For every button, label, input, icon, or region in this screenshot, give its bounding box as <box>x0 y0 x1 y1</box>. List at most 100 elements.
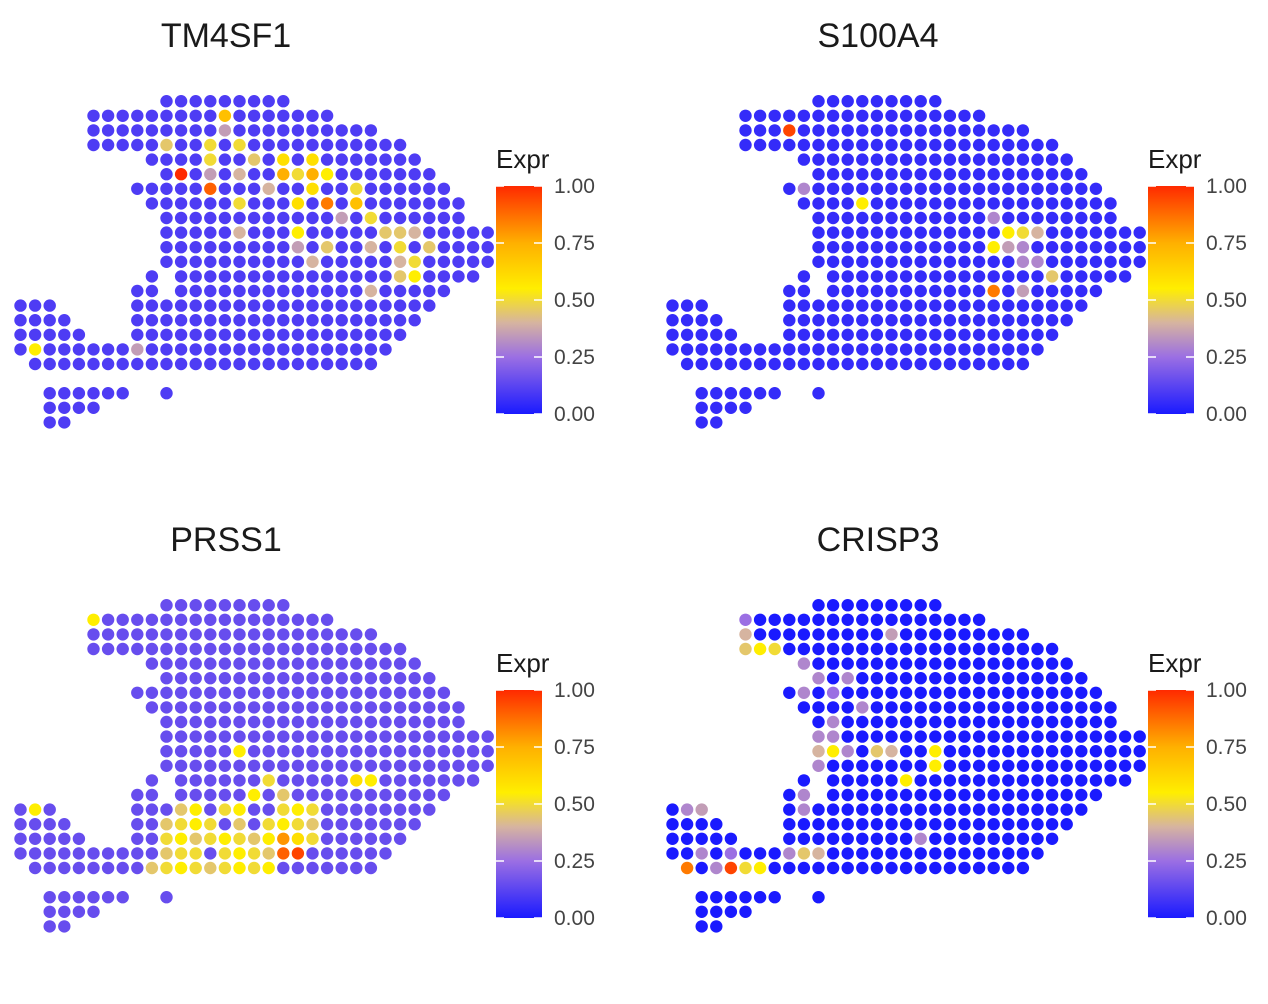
spot <box>841 686 854 699</box>
spot <box>393 328 407 341</box>
spot <box>958 168 971 181</box>
spot <box>899 153 913 166</box>
spot <box>160 211 173 225</box>
spot <box>870 861 884 875</box>
spot <box>958 182 971 195</box>
spot <box>423 270 436 283</box>
spot <box>666 832 679 845</box>
spot <box>1089 182 1103 195</box>
spot <box>131 328 144 341</box>
spot <box>423 226 436 239</box>
spot <box>452 255 465 268</box>
spot <box>364 759 378 772</box>
spot <box>350 759 363 772</box>
spot <box>87 642 100 656</box>
spot <box>929 599 942 612</box>
spot <box>189 774 202 787</box>
spot <box>189 168 202 181</box>
spot <box>1133 255 1146 268</box>
spot <box>379 730 392 743</box>
spot <box>204 847 217 860</box>
spot <box>393 197 407 210</box>
spot <box>43 861 56 875</box>
spot <box>972 109 986 123</box>
spot <box>695 416 708 429</box>
spot <box>929 701 942 714</box>
spot <box>841 138 854 152</box>
spot <box>899 168 913 181</box>
spot <box>306 672 319 685</box>
spot <box>437 255 451 268</box>
spot <box>856 270 869 283</box>
spot <box>885 613 898 626</box>
spot <box>899 788 913 802</box>
spot <box>870 803 884 816</box>
spot <box>797 657 811 670</box>
spot <box>277 241 290 254</box>
spot <box>1016 672 1030 685</box>
spot <box>131 138 144 152</box>
colorbar-tick-label: 0.25 <box>554 346 595 369</box>
spot <box>841 270 854 283</box>
spot <box>189 153 202 166</box>
spot <box>291 818 305 831</box>
spot <box>218 124 232 137</box>
spot <box>841 832 854 845</box>
spot <box>408 788 421 802</box>
spot <box>1016 803 1030 816</box>
spot <box>379 759 392 772</box>
spot <box>233 226 246 239</box>
spot <box>247 613 261 626</box>
spot <box>1075 788 1088 802</box>
spot <box>335 138 348 152</box>
spot <box>680 299 694 312</box>
spot <box>218 211 232 225</box>
spot <box>914 211 927 225</box>
spot <box>72 401 86 414</box>
spot <box>247 861 261 875</box>
spot <box>218 745 232 758</box>
spot <box>1016 197 1030 210</box>
spot <box>987 818 1000 831</box>
spot <box>797 153 811 166</box>
spot <box>695 357 708 371</box>
spot <box>1031 241 1044 254</box>
spot <box>680 343 694 356</box>
spot <box>350 745 363 758</box>
spot <box>739 387 752 400</box>
spot <box>306 299 319 312</box>
spot <box>841 599 854 612</box>
spot <box>899 241 913 254</box>
spot <box>1016 211 1030 225</box>
spot <box>174 182 188 195</box>
spot <box>408 197 421 210</box>
spot <box>1002 628 1015 641</box>
spot <box>856 847 869 860</box>
spot <box>437 211 451 225</box>
spot <box>204 774 217 787</box>
spot <box>1002 730 1015 743</box>
spot <box>291 788 305 802</box>
spot <box>262 168 275 181</box>
spot <box>972 299 986 312</box>
spot <box>174 299 188 312</box>
spot <box>1031 672 1044 685</box>
spot <box>1075 168 1088 181</box>
spot <box>1060 299 1073 312</box>
spot <box>277 182 290 195</box>
spot <box>797 284 811 298</box>
spot <box>1016 328 1030 341</box>
spot <box>826 628 840 641</box>
spot <box>710 905 723 918</box>
spot <box>408 774 421 787</box>
spot <box>58 891 71 904</box>
spot <box>379 138 392 152</box>
spot <box>174 314 188 327</box>
spot <box>72 861 86 875</box>
spot <box>943 357 957 371</box>
spot <box>277 788 290 802</box>
spot <box>826 745 840 758</box>
spot <box>1031 818 1044 831</box>
spot <box>768 642 781 656</box>
spot <box>364 745 378 758</box>
